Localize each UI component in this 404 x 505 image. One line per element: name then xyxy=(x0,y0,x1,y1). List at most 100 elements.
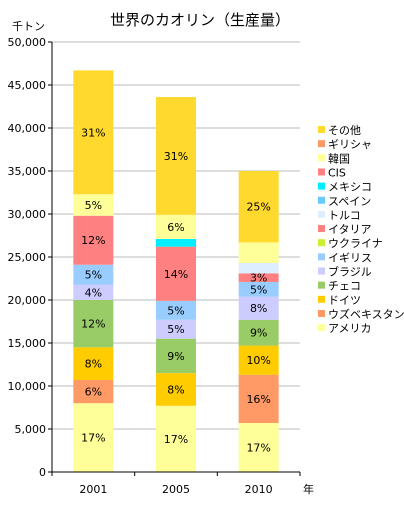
legend-swatch xyxy=(318,126,325,133)
segment-label: 3% xyxy=(250,272,267,285)
legend-swatch xyxy=(318,196,325,204)
bar-segment xyxy=(156,405,196,472)
x-tick-label: 2010 xyxy=(245,483,273,496)
segment-label: 5% xyxy=(167,323,184,336)
legend-swatch xyxy=(318,253,325,261)
legend-label: スペイン xyxy=(328,195,371,208)
y-tick-label: 30,000 xyxy=(8,208,47,221)
segment-label: 6% xyxy=(167,221,184,234)
y-tick-label: 10,000 xyxy=(8,380,47,393)
bar-segment xyxy=(73,215,114,265)
legend-label: 韓国 xyxy=(328,152,350,165)
y-tick-label: 45,000 xyxy=(8,79,47,92)
stacked-bars: 17% 6% 8% 12% 4% 5% 12% 5% 31% 17% 8% 9% 5% 5% 14% 6% 31… xyxy=(73,70,279,472)
segment-label: 31% xyxy=(164,150,188,163)
y-tick-label: 0 xyxy=(39,466,46,479)
legend-swatch xyxy=(318,324,325,332)
segment-label: 5% xyxy=(85,199,102,212)
legend-swatch xyxy=(318,154,325,162)
bar-segment xyxy=(73,264,114,285)
segment-label: 5% xyxy=(85,269,102,282)
segment-label: 6% xyxy=(85,386,102,399)
bar-segment xyxy=(156,338,196,374)
bar-segment xyxy=(73,347,114,380)
segment-label: 10% xyxy=(246,354,270,367)
bar-segment xyxy=(238,171,279,243)
bar-segment xyxy=(73,70,114,195)
legend-swatch xyxy=(318,182,325,190)
legend-swatch xyxy=(318,168,325,176)
bar-segment xyxy=(238,296,279,320)
legend-label: ギリシャ xyxy=(328,138,372,151)
segment-label: 16% xyxy=(246,393,270,406)
bar-segment xyxy=(156,246,196,301)
segment-label: 5% xyxy=(167,304,184,317)
y-tick-label: 40,000 xyxy=(8,122,47,135)
bar-segment xyxy=(238,242,279,264)
segment-label: 25% xyxy=(246,201,270,214)
segment-label: 31% xyxy=(81,126,105,139)
segment-label: 5% xyxy=(250,283,267,296)
legend-label: トルコ xyxy=(328,209,361,222)
legend-swatch xyxy=(318,239,325,247)
legend-swatch xyxy=(318,140,325,148)
segment-label: 12% xyxy=(81,234,105,247)
segment-label: 14% xyxy=(164,268,188,281)
y-tick-label: 5,000 xyxy=(15,423,47,436)
bar-segment xyxy=(156,373,196,406)
segment-label: 8% xyxy=(167,383,184,396)
segment-label: 4% xyxy=(85,286,102,299)
legend-label: イギリス xyxy=(328,251,372,264)
y-tick-label: 20,000 xyxy=(8,294,47,307)
segment-label: 9% xyxy=(167,350,184,363)
x-axis-label: 年 xyxy=(303,482,314,496)
bar-segment xyxy=(238,263,279,274)
bar-segment xyxy=(156,214,196,239)
y-tick-label: 35,000 xyxy=(8,165,47,178)
legend-swatch xyxy=(318,210,325,218)
legend-label: ドイツ xyxy=(328,294,361,307)
bar-segment xyxy=(238,281,279,297)
legend-label: ウズベキスタン xyxy=(328,307,404,321)
bar-segment xyxy=(238,422,279,472)
legend-label: メキシコ xyxy=(328,181,372,194)
bar-segment xyxy=(73,379,114,404)
legend-swatch xyxy=(318,295,325,303)
x-axis-ticks: 2001 2005 2010 xyxy=(51,472,301,496)
bar-segment xyxy=(238,345,279,375)
bar-segment xyxy=(156,97,196,215)
legend-label: その他 xyxy=(328,124,361,137)
bar-segment xyxy=(156,238,196,247)
axes xyxy=(51,42,300,473)
bar-segment xyxy=(156,319,196,339)
segment-label: 8% xyxy=(250,302,267,315)
x-tick-label: 2001 xyxy=(79,483,107,496)
segment-label: 8% xyxy=(85,358,102,371)
segment-label: 17% xyxy=(164,433,188,446)
bar-segment xyxy=(238,273,279,282)
legend-label: イタリア xyxy=(328,223,372,236)
segment-label: 17% xyxy=(81,432,105,445)
legend-label: チェコ xyxy=(328,280,361,293)
legend-swatch xyxy=(318,225,325,233)
segment-label: 9% xyxy=(250,327,267,340)
legend-label: ブラジル xyxy=(328,265,372,279)
segment-label: 17% xyxy=(246,441,270,454)
bar-segment xyxy=(73,284,114,300)
y-tick-label: 25,000 xyxy=(8,251,47,264)
legend-swatch xyxy=(318,309,325,317)
legend-swatch xyxy=(318,267,325,275)
chart-title: 世界のカオリン（生産量） xyxy=(110,11,290,29)
bar-segment xyxy=(238,319,279,346)
legend-swatch xyxy=(318,281,325,289)
segment-label: 12% xyxy=(81,318,105,331)
bar-segment xyxy=(73,300,114,348)
bar-segment xyxy=(73,403,114,472)
y-tick-label: 15,000 xyxy=(8,337,47,350)
bar-segment xyxy=(156,300,196,320)
x-tick-label: 2005 xyxy=(162,483,190,496)
legend-label: CIS xyxy=(328,166,346,179)
legend-label: アメリカ xyxy=(328,322,371,335)
